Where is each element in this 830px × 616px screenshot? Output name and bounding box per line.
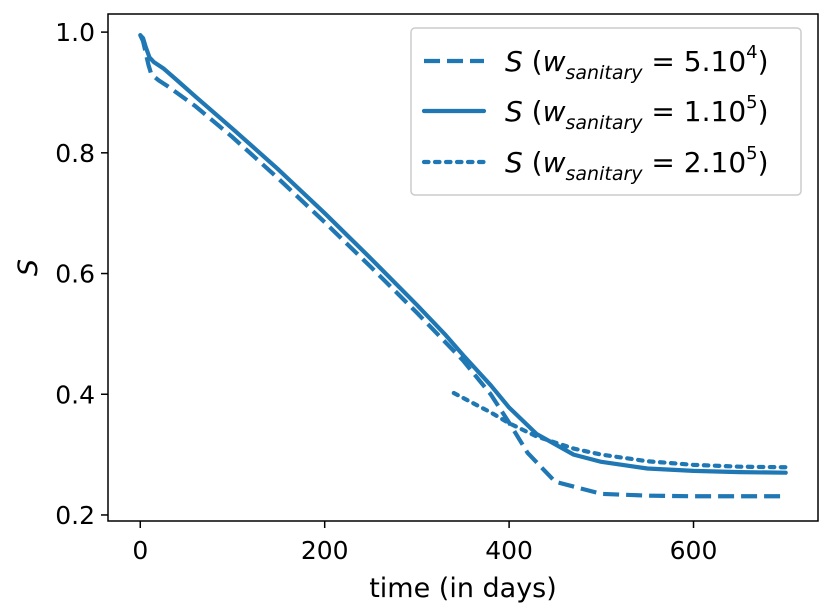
series-line-1 <box>138 34 786 499</box>
legend-label-1: S (wsanitary = 5.104) <box>505 42 769 84</box>
legend-label-3: S (wsanitary = 2.105) <box>505 143 769 185</box>
x-axis-label: time (in days) <box>369 573 557 604</box>
series-line-2 <box>138 33 788 475</box>
y-tick-label: 0.4 <box>55 380 95 409</box>
y-tick-label: 0.2 <box>55 501 95 530</box>
x-tick-label: 0 <box>132 536 148 565</box>
y-tick-label: 0.6 <box>55 260 95 289</box>
plot-area <box>138 33 788 499</box>
axes: 0 200 400 600 0.2 0.4 0.6 0.8 1.0 <box>55 13 819 565</box>
x-tick-label: 400 <box>485 536 533 565</box>
y-tick-label: 1.0 <box>55 18 95 47</box>
y-axis-label: S <box>13 259 44 276</box>
legend: S (wsanitary = 5.104) S (wsanitary = 1.10… <box>410 27 802 196</box>
legend-label-2: S (wsanitary = 1.105) <box>505 92 769 134</box>
x-tick-label: 200 <box>301 536 349 565</box>
x-tick-label: 600 <box>670 536 718 565</box>
axes-frame <box>107 13 819 522</box>
y-tick-label: 0.8 <box>55 139 95 168</box>
legend-box <box>410 27 802 196</box>
series-line-3 <box>451 390 788 470</box>
